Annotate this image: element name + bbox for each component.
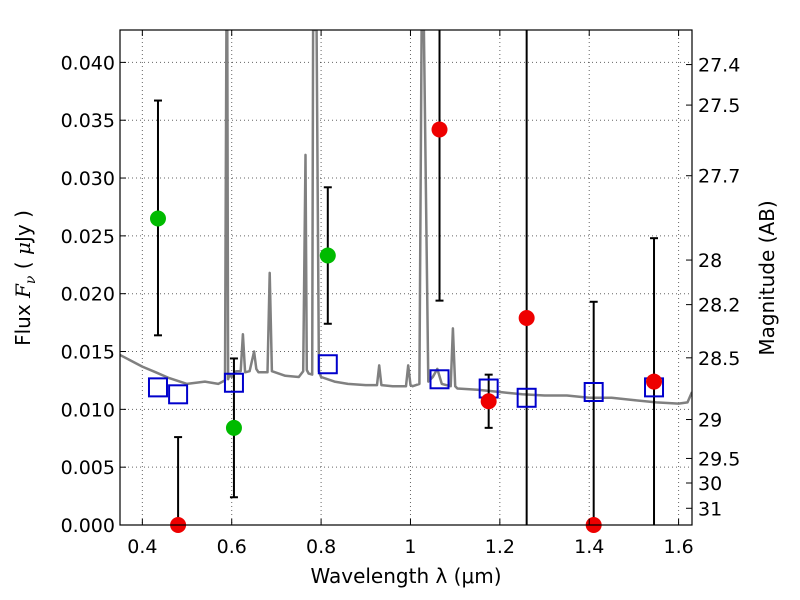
model-photometry-square [583, 381, 604, 402]
errorbar-series [153, 30, 659, 525]
x-tick-label: 1.4 [574, 536, 604, 558]
mag-tick-label: 28 [698, 250, 722, 272]
detection-point [319, 247, 336, 264]
model-photometry-square [147, 377, 168, 398]
mag-tick-label: 29 [698, 410, 722, 432]
y-tick-label: 0.005 [61, 457, 115, 479]
x-tick-label: 1.6 [663, 536, 693, 558]
y-tick-label: 0.000 [61, 515, 115, 537]
mag-tick-label: 27.5 [698, 95, 740, 117]
x-tick-label: 0.6 [217, 536, 247, 558]
model-photometry-square [223, 372, 244, 393]
ticks: 0.4 0.6 0.8 1 1.2 1.4 1.6 0.000 0.005 0.010 0.015 0… [61, 30, 740, 558]
mag-tick-label: 31 [698, 498, 722, 520]
plot-area [120, 30, 692, 533]
y-tick-label: 0.020 [61, 284, 115, 306]
detection-point [225, 419, 242, 436]
y-tick-label: 0.030 [61, 168, 115, 190]
model-photometry-square [317, 354, 338, 375]
mag-tick-label: 30 [698, 473, 722, 495]
nondetection-point [518, 309, 535, 326]
mag-tick-label: 29.5 [698, 448, 740, 470]
x-tick-label: 0.4 [127, 536, 157, 558]
y-tick-label: 0.040 [61, 52, 115, 74]
nondetection-point [480, 393, 497, 410]
y-axis-label: Flux Fν ( μJy ) [11, 210, 39, 346]
detection-point [149, 210, 166, 227]
spectrum-series [120, 30, 692, 405]
y-tick-label: 0.015 [61, 342, 115, 364]
x-tick-label: 1 [404, 536, 416, 558]
nondetection-point [431, 121, 448, 138]
plot-frame [119, 29, 693, 526]
mag-tick-label: 28.2 [698, 295, 740, 317]
model-photometry-square [429, 369, 450, 390]
y-tick-label: 0.025 [61, 226, 115, 248]
x-axis-label: Wavelength λ (μm) [310, 564, 501, 588]
mag-tick-label: 28.5 [698, 348, 740, 370]
mag-tick-label: 27.4 [698, 55, 740, 77]
right-axis-label: Magnitude (AB) [755, 200, 779, 355]
x-tick-label: 0.8 [306, 536, 336, 558]
x-tick-label: 1.2 [485, 536, 515, 558]
model-photometry-square [168, 384, 189, 405]
y-tick-label: 0.010 [61, 399, 115, 421]
nondetection-point [646, 373, 663, 390]
spectrum-line [120, 30, 692, 405]
grid [120, 30, 692, 526]
marker-series [147, 121, 665, 533]
mag-tick-label: 27.7 [698, 166, 740, 188]
model-photometry-square [516, 387, 537, 408]
y-tick-label: 0.035 [61, 110, 115, 132]
